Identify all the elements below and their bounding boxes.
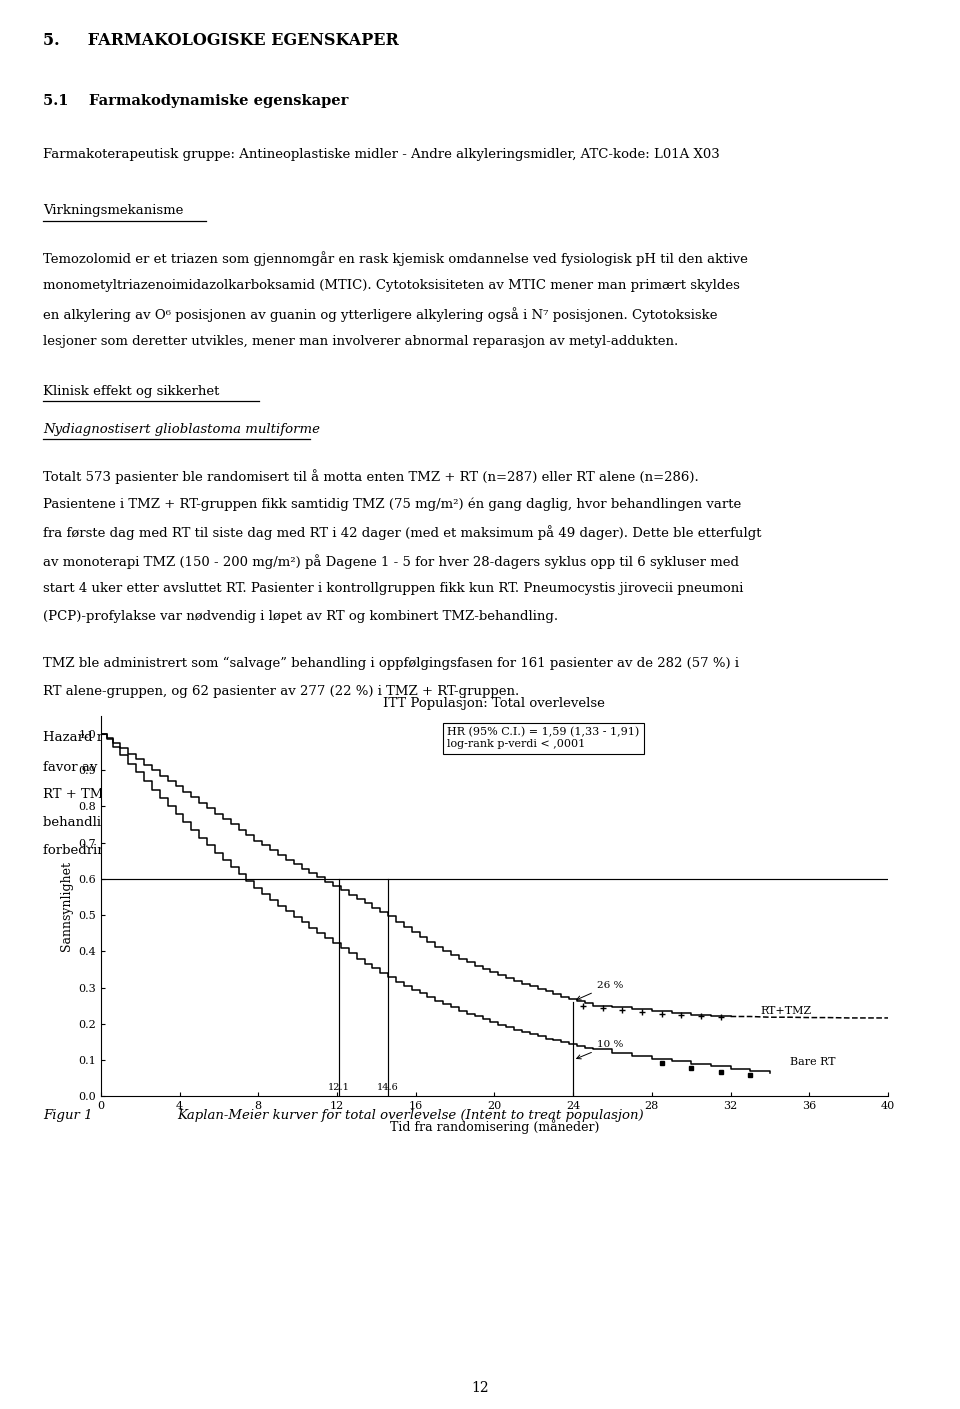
Text: (PCP)-profylakse var nødvendig i løpet av RT og kombinert TMZ-behandling.: (PCP)-profylakse var nødvendig i løpet a… (43, 610, 559, 623)
Text: favor av TMZ-gruppen. Beregnet sannsynlighet for å overleve 2 år eller mer (26 %: favor av TMZ-gruppen. Beregnet sannsynli… (43, 759, 752, 775)
Text: start 4 uker etter avsluttet RT. Pasienter i kontrollgruppen fikk kun RT. Pneumo: start 4 uker etter avsluttet RT. Pasient… (43, 582, 744, 595)
Title: ITT Populasjon: Total overlevelse: ITT Populasjon: Total overlevelse (383, 697, 606, 710)
Text: en alkylering av O⁶ posisjonen av guanin og ytterligere alkylering også i N⁷ pos: en alkylering av O⁶ posisjonen av guanin… (43, 307, 718, 323)
Text: Hazard ratio (HR) for total overlevelse var 1,59 (95 % KI for HR=1,33 - 1,91) me: Hazard ratio (HR) for total overlevelse … (43, 731, 743, 744)
Text: 14.6: 14.6 (377, 1084, 399, 1092)
Text: Kaplan-Meier kurver for total overlevelse (Intent to treat populasjon): Kaplan-Meier kurver for total overlevels… (178, 1109, 644, 1122)
Text: behandling av pasienter med nydiagnostisert glioblastoma multiforme ga en statis: behandling av pasienter med nydiagnostis… (43, 816, 695, 828)
Text: lesjoner som deretter utvikles, mener man involverer abnormal reparasjon av mety: lesjoner som deretter utvikles, mener ma… (43, 335, 679, 348)
Text: RT + TMZ-gruppen. Tillegg av samtidig administrasjon av TMZ til RT, etterfulgt a: RT + TMZ-gruppen. Tillegg av samtidig ad… (43, 788, 725, 800)
Text: 10 %: 10 % (577, 1040, 623, 1058)
Text: 26 %: 26 % (577, 981, 623, 1000)
Text: Klinisk effekt og sikkerhet: Klinisk effekt og sikkerhet (43, 385, 220, 397)
Text: Pasientene i TMZ + RT-gruppen fikk samtidig TMZ (75 mg/m²) én gang daglig, hvor : Pasientene i TMZ + RT-gruppen fikk samti… (43, 497, 741, 511)
Text: Farmakoterapeutisk gruppe: Antineoplastiske midler - Andre alkyleringsmidler, AT: Farmakoterapeutisk gruppe: Antineoplasti… (43, 148, 720, 161)
Text: Virkningsmekanisme: Virkningsmekanisme (43, 204, 183, 217)
Y-axis label: Sannsynlighet: Sannsynlighet (60, 861, 73, 951)
Text: 12: 12 (471, 1381, 489, 1395)
Text: Figur 1: Figur 1 (43, 1109, 93, 1122)
Text: 5.     FARMAKOLOGISKE EGENSKAPER: 5. FARMAKOLOGISKE EGENSKAPER (43, 32, 399, 49)
Text: RT alene-gruppen, og 62 pasienter av 277 (22 %) i TMZ + RT-gruppen.: RT alene-gruppen, og 62 pasienter av 277… (43, 685, 519, 697)
Text: Nydiagnostisert glioblastoma multiforme: Nydiagnostisert glioblastoma multiforme (43, 423, 321, 435)
Text: 12.1: 12.1 (328, 1084, 349, 1092)
Text: Totalt 573 pasienter ble randomisert til å motta enten TMZ + RT (n=287) eller RT: Totalt 573 pasienter ble randomisert til… (43, 469, 699, 485)
Text: monometyltriazenoimidazolkarboksamid (MTIC). Cytotoksisiteten av MTIC mener man : monometyltriazenoimidazolkarboksamid (MT… (43, 279, 740, 292)
Text: 5.1    Farmakodynamiske egenskaper: 5.1 Farmakodynamiske egenskaper (43, 94, 348, 108)
Text: HR (95% C.I.) = 1,59 (1,33 - 1,91)
log-rank p-verdi < ,0001: HR (95% C.I.) = 1,59 (1,33 - 1,91) log-r… (447, 727, 639, 750)
Text: TMZ ble administrert som “salvage” behandling i oppfølgingsfasen for 161 pasient: TMZ ble administrert som “salvage” behan… (43, 657, 739, 669)
Text: Temozolomid er et triazen som gjennomgår en rask kjemisk omdannelse ved fysiolog: Temozolomid er et triazen som gjennomgår… (43, 251, 748, 266)
Text: av monoterapi TMZ (150 - 200 mg/m²) på Dagene 1 - 5 for hver 28-dagers syklus op: av monoterapi TMZ (150 - 200 mg/m²) på D… (43, 554, 739, 569)
X-axis label: Tid fra randomisering (måneder): Tid fra randomisering (måneder) (390, 1119, 599, 1134)
Text: forbedring i total overlevelse sammenlignet med RT alene (Figur 1).: forbedring i total overlevelse sammenlig… (43, 844, 500, 857)
Text: RT+TMZ: RT+TMZ (760, 1006, 811, 1016)
Text: Bare RT: Bare RT (789, 1057, 835, 1067)
Text: fra første dag med RT til siste dag med RT i 42 dager (med et maksimum på 49 dag: fra første dag med RT til siste dag med … (43, 526, 761, 541)
